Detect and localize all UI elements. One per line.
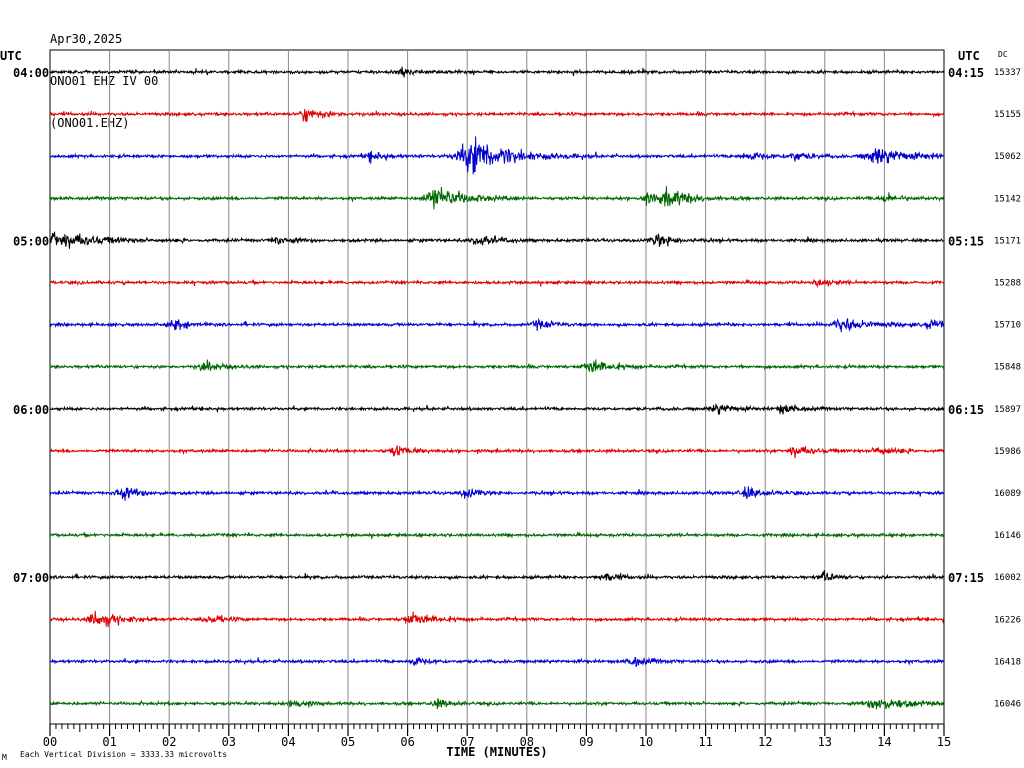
dc-value: 15986 <box>994 447 1021 457</box>
trace-row-10 <box>49 486 945 501</box>
trace-row-13 <box>49 610 945 628</box>
dc-value: 16418 <box>994 657 1021 667</box>
x-tick-label: 01 <box>102 735 116 749</box>
footer-mark: M <box>2 753 7 762</box>
trace-row-8 <box>49 402 945 415</box>
dc-label: DC <box>998 50 1008 59</box>
trace-row-12 <box>49 570 945 582</box>
x-tick-label: 14 <box>877 735 891 749</box>
trace-row-4 <box>49 231 945 249</box>
x-tick-label: 00 <box>43 735 57 749</box>
dc-value: 16089 <box>994 489 1021 499</box>
dc-value: 15848 <box>994 363 1021 373</box>
trace-row-15 <box>49 697 945 710</box>
dc-value: 15897 <box>994 405 1021 415</box>
trace-group <box>49 66 945 710</box>
dc-value: 16146 <box>994 531 1021 541</box>
plot-frame <box>49 49 945 725</box>
x-tick-label: 05 <box>341 735 355 749</box>
trace-row-1 <box>49 108 945 122</box>
trace-row-14 <box>49 656 945 667</box>
dc-value: 16002 <box>994 573 1021 583</box>
trace-row-3 <box>49 186 945 210</box>
trace-row-6 <box>49 317 945 333</box>
x-tick-label: 03 <box>222 735 236 749</box>
x-tick-label: 06 <box>400 735 414 749</box>
x-tick-label: 12 <box>758 735 772 749</box>
x-tick-label: 04 <box>281 735 295 749</box>
left-hour-label: 04:00 <box>13 66 49 80</box>
left-hour-label: 05:00 <box>13 234 49 248</box>
trace-row-0 <box>50 66 945 78</box>
dc-value: 15710 <box>994 321 1021 331</box>
dc-value: 15171 <box>994 236 1021 246</box>
x-tick-label: 07 <box>460 735 474 749</box>
x-tick-label: 13 <box>818 735 832 749</box>
dc-value: 15142 <box>994 194 1021 204</box>
x-tick-label: 02 <box>162 735 176 749</box>
left-hour-label: 07:00 <box>13 571 49 585</box>
x-tick-label: 15 <box>937 735 951 749</box>
right-hour-label: 04:15 <box>948 66 984 80</box>
trace-row-5 <box>50 278 945 289</box>
left-utc-label: UTC <box>0 49 22 63</box>
dc-value: 15155 <box>994 110 1021 120</box>
dc-value: 15337 <box>994 68 1021 78</box>
header-date: Apr30,2025 <box>50 32 123 46</box>
right-hour-label: 05:15 <box>948 234 984 248</box>
right-utc-label: UTC <box>958 49 980 63</box>
left-hour-label: 06:00 <box>13 403 49 417</box>
x-tick-label: 10 <box>639 735 653 749</box>
right-hour-label: 07:15 <box>948 571 984 585</box>
dc-value: 15062 <box>994 152 1021 162</box>
axis-labels: UTC UTC DC TIME (MINUTES) Each Vertical … <box>0 49 1021 762</box>
dc-value: 16226 <box>994 615 1021 625</box>
trace-row-9 <box>49 445 945 459</box>
x-tick-label: 11 <box>698 735 712 749</box>
x-tick-label: 09 <box>579 735 593 749</box>
trace-row-11 <box>49 531 945 540</box>
trace-row-2 <box>49 136 945 175</box>
dc-value: 15288 <box>994 279 1021 289</box>
footer-note: Each Vertical Division = 3333.33 microvo… <box>20 750 227 759</box>
x-axis-title: TIME (MINUTES) <box>446 745 547 759</box>
right-hour-label: 06:15 <box>948 403 984 417</box>
dc-value: 16046 <box>994 700 1021 710</box>
trace-row-7 <box>49 359 945 373</box>
x-tick-label: 08 <box>520 735 534 749</box>
plot-grid <box>49 49 945 736</box>
